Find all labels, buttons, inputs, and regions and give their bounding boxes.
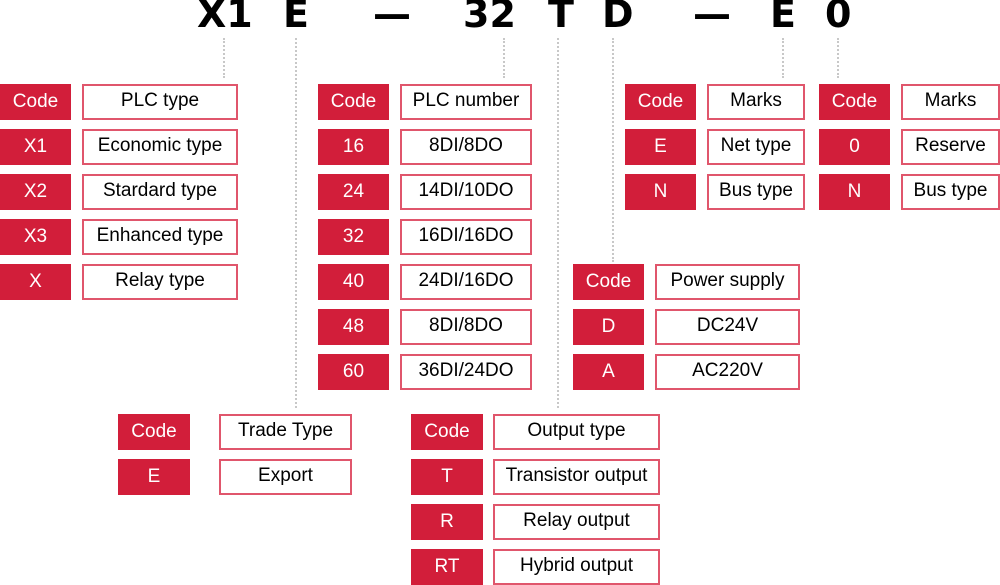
output-type-description-cell: Hybrid output xyxy=(493,549,660,585)
model-code-segment: D xyxy=(602,0,634,36)
power-supply-description-cell: Power supply xyxy=(655,264,800,300)
plc-number-description-cell: 8DI/8DO xyxy=(400,129,532,165)
plc-number-code-cell: 48 xyxy=(318,309,389,345)
marks-e-code-cell: E xyxy=(625,129,696,165)
output-type-code-cell: R xyxy=(411,504,483,540)
plc-number-code-cell: 40 xyxy=(318,264,389,300)
plc-type-code-cell: Code xyxy=(0,84,71,120)
trade-type-code-cell: E xyxy=(118,459,190,495)
output-type-code-cell: T xyxy=(411,459,483,495)
connector-line xyxy=(503,38,505,78)
output-type-description-cell: Relay output xyxy=(493,504,660,540)
plc-number-description-cell: 14DI/10DO xyxy=(400,174,532,210)
marks-0-code-cell: 0 xyxy=(819,129,890,165)
power-supply-code-cell: D xyxy=(573,309,644,345)
model-code-segment: 32 xyxy=(463,0,516,36)
plc-type-description-cell: Enhanced type xyxy=(82,219,238,255)
output-type-code-cell: RT xyxy=(411,549,483,585)
marks-e-code-cell: N xyxy=(625,174,696,210)
plc-type-code-cell: X xyxy=(0,264,71,300)
power-supply-code-cell: A xyxy=(573,354,644,390)
plc-number-code-cell: 60 xyxy=(318,354,389,390)
plc-number-description-cell: PLC number xyxy=(400,84,532,120)
marks-e-description-cell: Bus type xyxy=(707,174,805,210)
plc-number-description-cell: 24DI/16DO xyxy=(400,264,532,300)
output-type-description-cell: Transistor output xyxy=(493,459,660,495)
connector-line xyxy=(223,38,225,78)
model-code-segment: E xyxy=(770,0,796,36)
plc-type-description-cell: Relay type xyxy=(82,264,238,300)
plc-number-code-cell: 32 xyxy=(318,219,389,255)
plc-number-description-cell: 16DI/16DO xyxy=(400,219,532,255)
connector-line xyxy=(557,38,559,408)
marks-0-description-cell: Marks xyxy=(901,84,1000,120)
connector-line xyxy=(782,38,784,78)
marks-e-description-cell: Net type xyxy=(707,129,805,165)
trade-type-description-cell: Export xyxy=(219,459,352,495)
connector-line xyxy=(837,38,839,78)
plc-type-description-cell: Stardard type xyxy=(82,174,238,210)
marks-e-description-cell: Marks xyxy=(707,84,805,120)
power-supply-description-cell: AC220V xyxy=(655,354,800,390)
plc-number-code-cell: Code xyxy=(318,84,389,120)
marks-0-description-cell: Reserve xyxy=(901,129,1000,165)
model-code-segment: E xyxy=(283,0,309,36)
connector-line xyxy=(295,38,297,408)
connector-line xyxy=(612,38,614,262)
output-type-description-cell: Output type xyxy=(493,414,660,450)
model-code-segment: T xyxy=(548,0,574,36)
power-supply-code-cell: Code xyxy=(573,264,644,300)
trade-type-description-cell: Trade Type xyxy=(219,414,352,450)
plc-type-code-cell: X3 xyxy=(0,219,71,255)
plc-number-code-cell: 16 xyxy=(318,129,389,165)
marks-e-code-cell: Code xyxy=(625,84,696,120)
plc-number-description-cell: 8DI/8DO xyxy=(400,309,532,345)
plc-number-description-cell: 36DI/24DO xyxy=(400,354,532,390)
trade-type-code-cell: Code xyxy=(118,414,190,450)
model-code-segment: — xyxy=(693,0,731,36)
model-code-segment: X1 xyxy=(197,0,253,36)
marks-0-code-cell: Code xyxy=(819,84,890,120)
model-code-segment: 0 xyxy=(825,0,852,36)
plc-type-description-cell: Economic type xyxy=(82,129,238,165)
power-supply-description-cell: DC24V xyxy=(655,309,800,345)
marks-0-description-cell: Bus type xyxy=(901,174,1000,210)
plc-number-code-cell: 24 xyxy=(318,174,389,210)
plc-type-code-cell: X2 xyxy=(0,174,71,210)
plc-type-code-cell: X1 xyxy=(0,129,71,165)
marks-0-code-cell: N xyxy=(819,174,890,210)
model-code-segment: — xyxy=(373,0,411,36)
output-type-code-cell: Code xyxy=(411,414,483,450)
plc-type-description-cell: PLC type xyxy=(82,84,238,120)
